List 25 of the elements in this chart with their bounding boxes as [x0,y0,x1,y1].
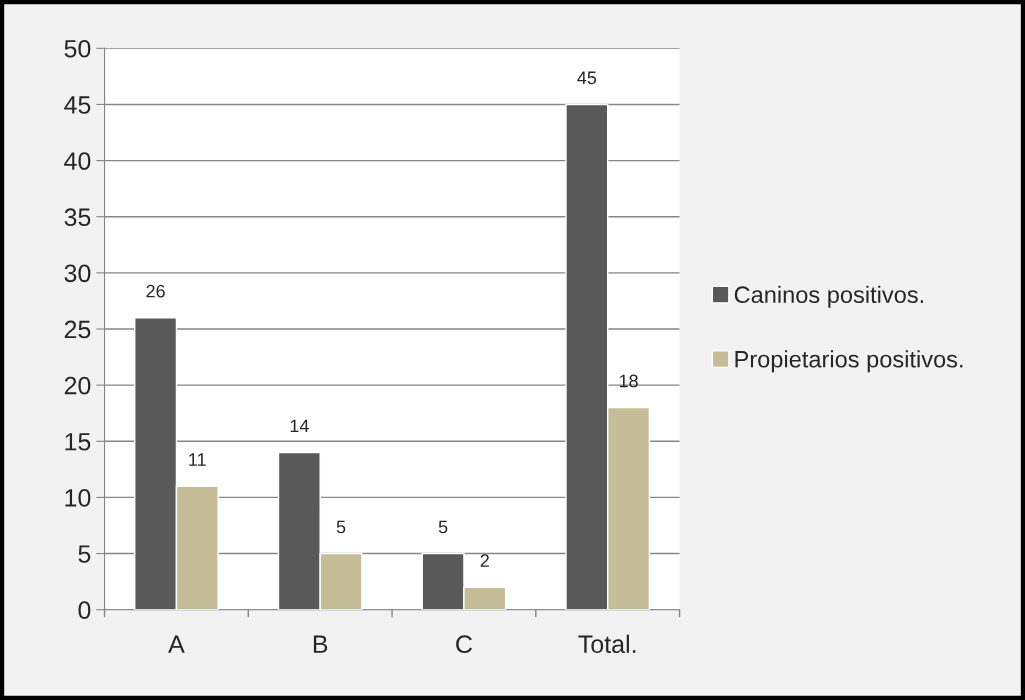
y-tick-label: 25 [64,320,91,339]
legend-label: Propietarios positivos. [735,350,963,373]
data-label: 5 [336,520,346,534]
data-label: 26 [146,284,165,298]
data-label: 11 [189,453,206,466]
x-tick-label: C [456,635,473,654]
x-tick-label: Total. [578,634,636,654]
data-label: 18 [619,374,638,388]
y-tick-label: 30 [64,264,91,283]
data-label: 45 [577,71,597,85]
y-tick-label: 0 [78,601,91,619]
y-tick-label: 50 [64,39,91,58]
data-label: 2 [480,554,489,567]
x-tick-label: A [168,635,185,653]
legend-label: Caninos positivos. [734,285,924,308]
y-tick-label: 40 [64,152,91,170]
y-tick-label: 10 [65,489,91,507]
x-tick-label: B [313,635,328,653]
y-tick-label: 15 [65,433,91,451]
data-label: 5 [438,520,448,534]
y-tick-label: 5 [78,545,91,563]
y-tick-label: 35 [64,208,91,227]
y-tick-label: 20 [64,376,91,395]
y-tick-label: 45 [64,96,91,114]
data-label: 14 [290,419,309,433]
